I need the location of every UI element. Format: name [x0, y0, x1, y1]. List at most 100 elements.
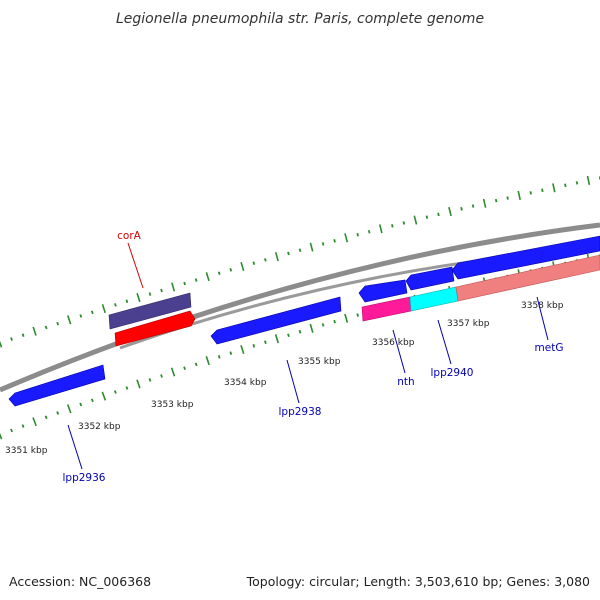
minor-tick — [564, 183, 567, 188]
leader-metg — [536, 296, 549, 341]
gene-label-nth: nth — [397, 376, 414, 388]
tick-label-3357: 3357 kbp — [447, 319, 490, 329]
gene-block-b[interactable] — [405, 266, 455, 291]
major-tick — [552, 183, 556, 193]
major-tick — [274, 334, 279, 344]
minor-tick — [183, 281, 186, 286]
minor-tick — [367, 229, 371, 234]
minor-tick — [21, 424, 25, 428]
gene-label-cora: corA — [117, 230, 142, 242]
gene-cora-upper[interactable] — [108, 292, 192, 330]
minor-tick — [125, 299, 129, 304]
gene-label-lpp2936: lpp2936 — [63, 472, 106, 484]
minor-tick — [44, 325, 48, 330]
major-tick — [205, 356, 210, 366]
minor-tick — [229, 268, 233, 272]
major-tick — [0, 432, 3, 440]
major-tick — [240, 261, 245, 272]
major-tick — [136, 293, 141, 303]
minor-tick — [217, 271, 221, 275]
major-tick — [240, 344, 245, 355]
topology-summary: Topology: circular; Length: 3,503,610 bp… — [246, 574, 590, 589]
minor-tick — [425, 215, 429, 219]
minor-tick — [113, 390, 117, 394]
minor-tick — [298, 248, 302, 253]
minor-tick — [356, 313, 359, 317]
leader-lpp2936 — [67, 424, 83, 470]
minor-tick — [125, 386, 129, 390]
major-tick — [171, 282, 176, 292]
tick-label-3356: 3356 kbp — [372, 338, 415, 348]
major-tick — [32, 326, 37, 336]
minor-tick — [460, 207, 463, 211]
major-tick — [274, 252, 279, 262]
minor-tick — [298, 329, 302, 334]
gene-lpp2936-arrow[interactable] — [8, 364, 106, 407]
minor-tick — [333, 239, 336, 243]
minor-tick — [90, 310, 94, 315]
major-tick — [482, 198, 487, 208]
gene-block-c[interactable] — [451, 235, 600, 280]
minor-tick — [194, 278, 198, 282]
minor-tick — [506, 196, 509, 200]
gene-label-lpp2938: lpp2938 — [279, 406, 322, 418]
tick-label-3352: 3352 kbp — [78, 422, 121, 432]
major-tick — [344, 313, 349, 323]
genome-backbone — [0, 222, 600, 393]
major-tick — [101, 391, 107, 401]
minor-tick — [160, 374, 163, 378]
gene-label-lpp2940: lpp2940 — [431, 367, 474, 379]
tick-label-3353: 3353 kbp — [151, 400, 194, 410]
minor-tick — [391, 224, 394, 228]
major-tick — [344, 233, 349, 243]
major-tick — [413, 215, 418, 225]
minor-tick — [21, 333, 25, 337]
minor-tick — [229, 351, 233, 355]
tick-label-3358: 3358 kbp — [521, 301, 564, 311]
gene-cora[interactable] — [114, 310, 196, 347]
minor-tick — [217, 355, 221, 359]
major-tick — [0, 340, 3, 348]
leader-lpp2938 — [286, 359, 300, 404]
major-tick — [205, 272, 210, 282]
minor-tick — [494, 198, 498, 203]
gene-block-a[interactable] — [358, 279, 408, 303]
minor-tick — [56, 411, 60, 415]
major-tick — [309, 242, 314, 252]
tick-label-3355: 3355 kbp — [298, 357, 341, 367]
accession-text: Accession: NC_006368 — [9, 574, 151, 589]
minor-tick — [264, 258, 267, 262]
gene-lpp2940[interactable] — [409, 286, 459, 312]
leader-cora — [127, 242, 144, 289]
minor-tick — [148, 378, 152, 382]
major-tick — [136, 379, 141, 389]
minor-tick — [194, 362, 198, 367]
minor-tick — [356, 232, 359, 237]
minor-tick — [114, 303, 117, 307]
major-tick — [66, 404, 72, 414]
major-tick — [67, 315, 72, 325]
minor-tick — [252, 261, 256, 265]
minor-tick — [79, 314, 83, 318]
minor-tick — [56, 321, 60, 326]
minor-tick — [471, 204, 475, 208]
minor-tick — [44, 415, 48, 420]
minor-tick — [541, 188, 544, 193]
minor-tick — [264, 340, 267, 345]
major-tick — [448, 207, 452, 217]
minor-tick — [321, 242, 325, 246]
minor-tick — [160, 288, 163, 293]
minor-tick — [287, 251, 290, 256]
gene-lpp2938-arrow[interactable] — [210, 296, 342, 345]
minor-tick — [252, 344, 256, 348]
minor-tick — [575, 181, 579, 185]
leader-nth — [392, 329, 406, 374]
major-tick — [586, 175, 591, 185]
minor-tick — [333, 319, 336, 324]
minor-tick — [402, 221, 406, 225]
minor-tick — [10, 337, 13, 341]
gene-metg[interactable] — [455, 254, 600, 302]
minor-tick — [183, 366, 186, 370]
tick-label-3351: 3351 kbp — [5, 446, 48, 456]
